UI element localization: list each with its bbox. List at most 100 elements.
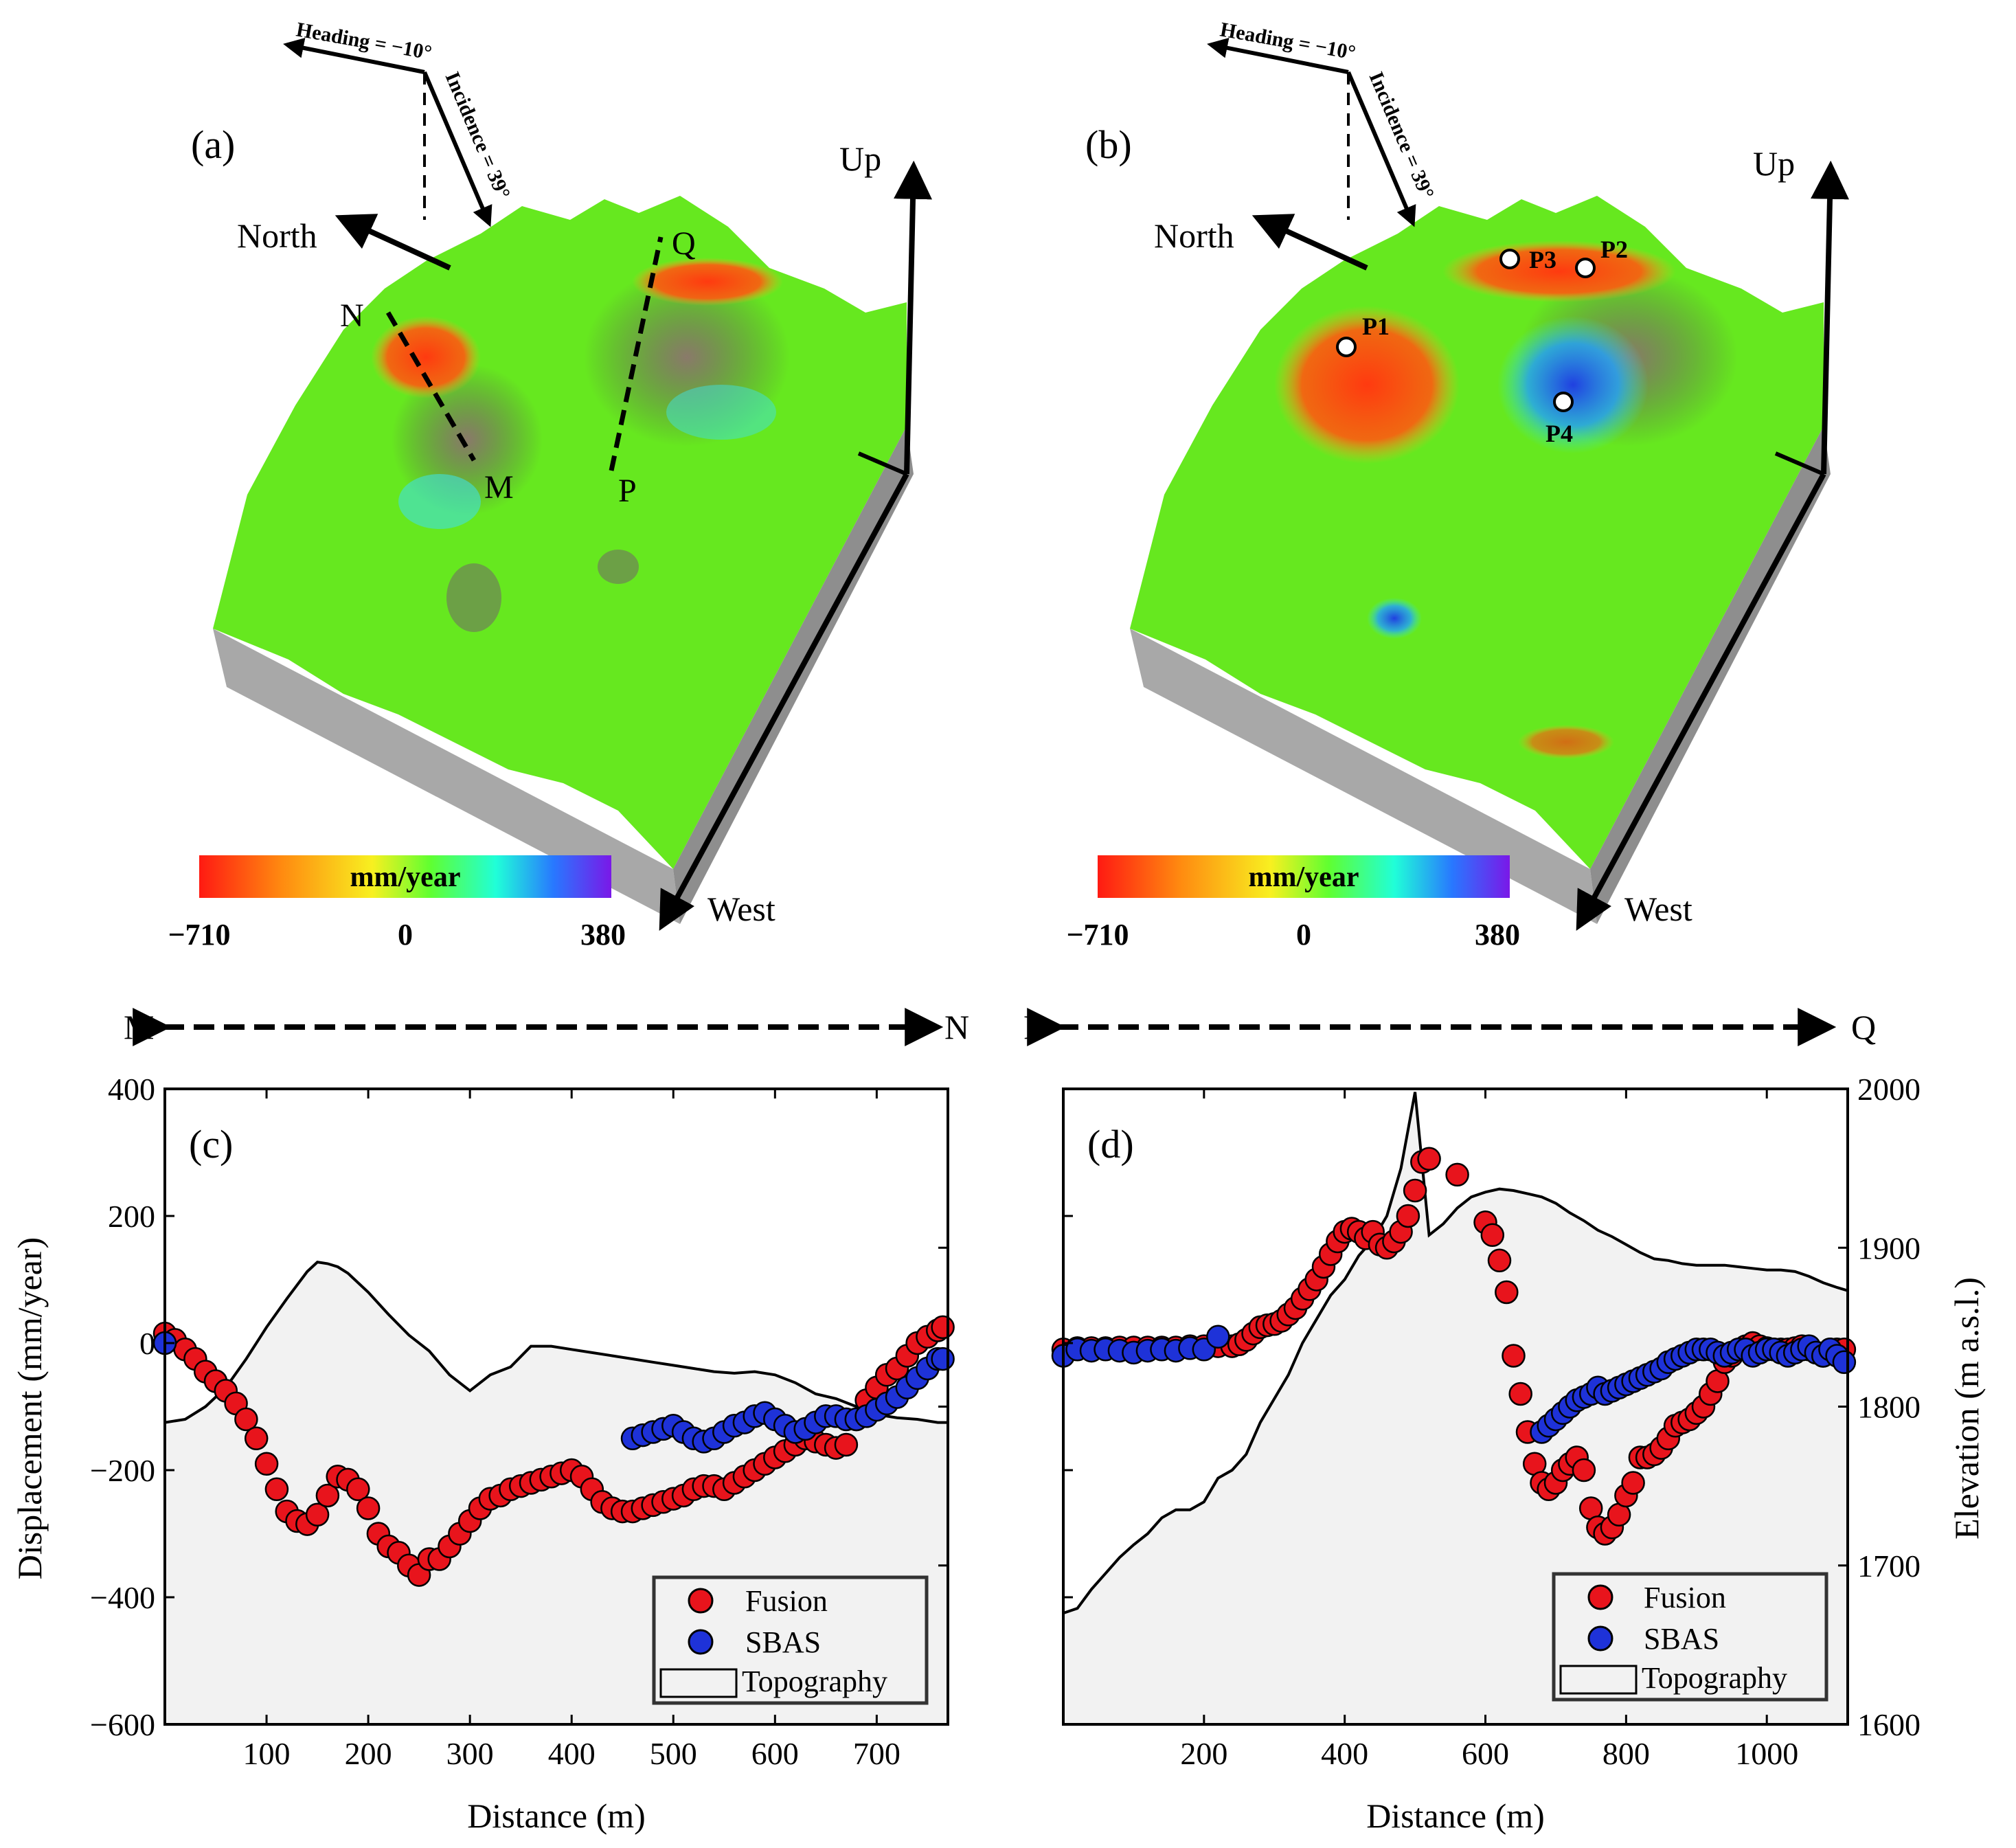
profile-line-pq xyxy=(609,236,664,471)
label-m: M xyxy=(484,469,514,506)
colorbar-tick-zero: 0 xyxy=(1296,918,1311,951)
x-tick-label: 100 xyxy=(243,1736,291,1771)
point-p3-label: P3 xyxy=(1529,246,1556,273)
legend-sbas-label: SBAS xyxy=(1644,1622,1719,1656)
x-tick-label: 400 xyxy=(548,1736,596,1771)
profile-arrow-mn: M N xyxy=(124,1008,969,1046)
west-arrow xyxy=(659,473,909,931)
y-axis-label: Displacement (mm/year) xyxy=(10,1237,49,1579)
west-label: West xyxy=(1624,890,1692,928)
x-tick-label: 300 xyxy=(446,1736,494,1771)
deformation-orange-low xyxy=(1518,725,1614,759)
colorbar-tick-min: −710 xyxy=(168,918,230,951)
x-tick-label: 200 xyxy=(345,1736,392,1771)
panel-label-c: (c) xyxy=(189,1122,233,1167)
heading-arrow xyxy=(283,37,425,74)
colorbar-unit: mm/year xyxy=(350,861,461,893)
fusion-point xyxy=(1445,1162,1469,1187)
sbas-point xyxy=(1206,1325,1230,1349)
y-tick-label: 0 xyxy=(139,1326,155,1361)
up-arrow xyxy=(894,160,932,475)
legend-fusion-marker xyxy=(688,1588,714,1614)
deformation-blue-p4 xyxy=(1497,316,1649,453)
legend-fusion-marker xyxy=(1587,1584,1613,1610)
point-p3-marker xyxy=(1499,249,1520,269)
fusion-point xyxy=(264,1477,289,1502)
panel-label-b: (b) xyxy=(1085,122,1132,167)
label-p: P xyxy=(618,473,637,509)
point-p4-marker xyxy=(1553,392,1574,412)
terrain-surface xyxy=(1130,196,1824,869)
label-q: Q xyxy=(672,225,696,262)
x-tick-label: 700 xyxy=(853,1736,901,1771)
profile-arrow-pq: P Q xyxy=(1023,1008,1876,1046)
fusion-point xyxy=(315,1483,340,1508)
colorbar xyxy=(1098,855,1510,898)
point-p1-marker xyxy=(1336,337,1357,357)
y2-tick-label: 1600 xyxy=(1857,1707,1921,1742)
heading-arrow xyxy=(1207,37,1349,74)
north-arrow xyxy=(335,214,451,271)
legend-sbas-label: SBAS xyxy=(745,1625,821,1659)
axis-to-block xyxy=(857,451,908,476)
colorbar-tick-min: −710 xyxy=(1066,918,1129,951)
x-axis-label: Distance (m) xyxy=(1366,1796,1545,1835)
fusion-point xyxy=(1495,1280,1519,1305)
incidence-arrow xyxy=(1346,71,1416,227)
profile-start-label: M xyxy=(124,1008,154,1046)
heading-label: Heading = −10° xyxy=(295,18,433,64)
deformation-red-top xyxy=(1442,240,1676,302)
deformation-red-p1 xyxy=(1274,306,1460,464)
fusion-point xyxy=(1417,1147,1441,1171)
point-p1-label: P1 xyxy=(1362,313,1390,340)
colorbar-tick-max: 380 xyxy=(1475,918,1520,951)
axis-to-block xyxy=(1774,451,1825,476)
incidence-arrow xyxy=(422,71,492,227)
dark-patch-2 xyxy=(598,550,639,584)
up-arrow xyxy=(1811,160,1849,475)
y-tick-label: −600 xyxy=(90,1707,155,1742)
x-tick-label: 600 xyxy=(751,1736,799,1771)
y2-tick-label: 1700 xyxy=(1857,1548,1921,1584)
topography-line xyxy=(164,1260,948,1424)
y-tick-label: 400 xyxy=(108,1072,155,1107)
fusion-point xyxy=(1502,1344,1526,1368)
fusion-point xyxy=(1480,1223,1505,1248)
legend-sbas-marker xyxy=(688,1629,714,1655)
heading-label: Heading = −10° xyxy=(1219,18,1357,64)
x-tick-label: 1000 xyxy=(1735,1736,1798,1771)
block-left-side xyxy=(213,629,680,924)
panel-label-a: (a) xyxy=(191,122,235,167)
topography-fill xyxy=(1063,1092,1848,1724)
y-tick-label: −200 xyxy=(90,1453,155,1488)
up-label: Up xyxy=(1753,144,1795,183)
up-label: Up xyxy=(839,139,881,178)
legend-fusion-label: Fusion xyxy=(745,1584,828,1618)
plot-area-border xyxy=(1062,1088,1849,1726)
legend: Fusion SBAS Topography xyxy=(1552,1572,1828,1702)
y-tick-label: −400 xyxy=(90,1580,155,1615)
profile-end-label: Q xyxy=(1851,1008,1876,1046)
legend-topography-label: Topography xyxy=(1642,1661,1787,1695)
panel-a-3d-map: N M Q P (a) Heading = −10° Incidence = 3… xyxy=(168,18,932,951)
point-p2-label: P2 xyxy=(1600,236,1628,263)
fusion-point xyxy=(305,1502,330,1527)
legend-fusion-label: Fusion xyxy=(1644,1581,1726,1614)
x-tick-label: 600 xyxy=(1462,1736,1509,1771)
legend-topography-swatch xyxy=(659,1668,738,1698)
x-axis-label: Distance (m) xyxy=(467,1796,646,1835)
profile-end-label: N xyxy=(944,1008,969,1046)
point-p2-marker xyxy=(1575,258,1596,278)
sbas-point xyxy=(1832,1350,1857,1375)
plot-area-border xyxy=(163,1088,949,1726)
colorbar-tick-zero: 0 xyxy=(398,918,413,951)
chart-c: 100 200 300 400 500 600 700 400 200 0 −200 −400 −60… xyxy=(10,1072,955,1835)
x-tick-label: 200 xyxy=(1180,1736,1227,1771)
fusion-point xyxy=(356,1496,381,1520)
deformation-cyan-2 xyxy=(666,385,776,440)
x-tick-label: 800 xyxy=(1602,1736,1650,1771)
fusion-point xyxy=(244,1426,269,1451)
fusion-point xyxy=(346,1477,370,1502)
fusion-point xyxy=(1572,1458,1596,1483)
